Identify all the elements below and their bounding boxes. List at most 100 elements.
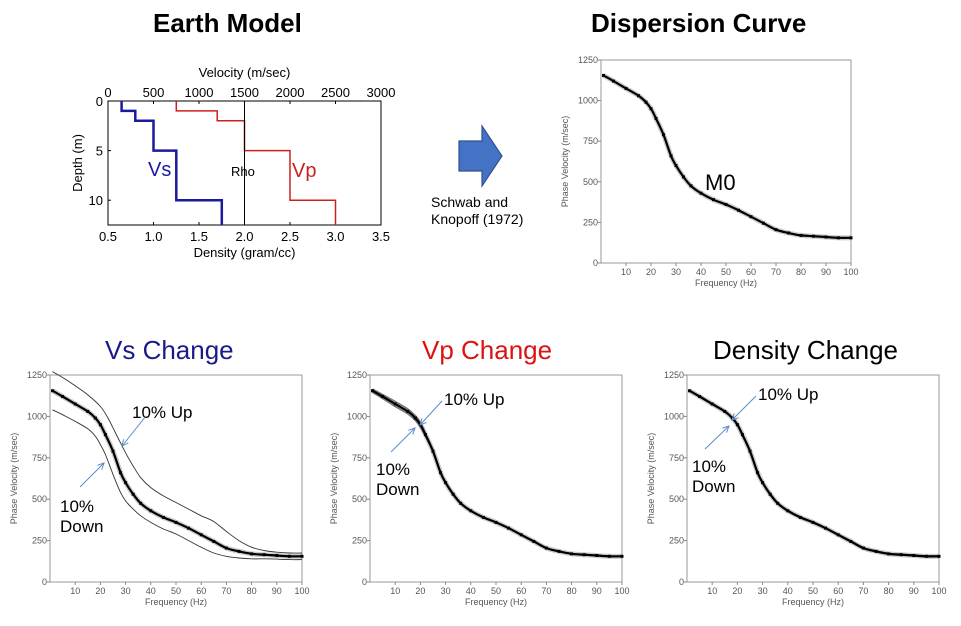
vp-change-chart: 10 20 30 40 50 60 70 80 90 100 Frequency (Hz) 0 250 5…: [329, 370, 630, 607]
x-tick-label: 50: [721, 267, 731, 277]
series-vs-line: [120, 101, 224, 225]
vp-series-label: Vp: [292, 160, 316, 182]
data-point: [749, 215, 753, 219]
y-tick-label: 500: [352, 494, 367, 504]
data-point: [51, 389, 55, 393]
x-tick-label: 10: [621, 267, 631, 277]
up-pointer-line: [419, 400, 443, 426]
data-point: [787, 231, 790, 235]
data-point: [161, 515, 165, 519]
y-tick-label: 1000: [578, 96, 598, 106]
x-tick-label: 80: [247, 586, 257, 596]
velocity-tick-label: 2000: [276, 85, 305, 100]
y-tick-label: 750: [669, 453, 684, 463]
data-point: [111, 449, 115, 453]
y-tick-label: 250: [583, 217, 598, 227]
data-point: [748, 449, 752, 453]
x-tick-label: 60: [196, 586, 206, 596]
y-tick-label: 1000: [27, 411, 47, 421]
x-tick-label: 90: [592, 586, 602, 596]
data-point: [93, 416, 97, 420]
data-point: [570, 552, 574, 556]
density-tick-label: 0.5: [99, 229, 117, 244]
down-label-line2: Down: [60, 517, 103, 536]
data-point: [786, 509, 790, 513]
data-point: [469, 509, 473, 513]
x-tick-label: 60: [746, 267, 756, 277]
earth-model-chart: 0 500 1000 1500 2000 2500 3000 Velocity (m/sec)…: [70, 65, 395, 260]
data-point: [689, 184, 693, 188]
data-point: [250, 552, 254, 556]
data-point: [582, 553, 586, 557]
data-point: [649, 107, 653, 111]
data-point: [669, 154, 673, 158]
down-arrow-icon: [722, 425, 730, 433]
x-tick-label: 100: [843, 267, 858, 277]
data-point: [73, 402, 77, 406]
data-point: [237, 549, 241, 553]
x-tick-label: 40: [466, 586, 476, 596]
x-tick-label: 20: [95, 586, 105, 596]
x-tick-label: 30: [671, 267, 681, 277]
depth-tick-label: 0: [96, 94, 103, 109]
data-point: [849, 236, 853, 240]
x-tick-label: 30: [758, 586, 768, 596]
data-point: [444, 481, 448, 485]
data-point: [557, 549, 561, 553]
x-tick-label: 70: [221, 586, 231, 596]
y-tick-label: 250: [32, 536, 47, 546]
data-point: [139, 501, 143, 505]
data-point: [740, 433, 744, 437]
series-10-up-line: [52, 371, 303, 554]
data-point: [224, 546, 228, 550]
y-tick-label: 750: [583, 136, 598, 146]
data-point: [768, 492, 772, 496]
x-tick-label: 20: [732, 586, 742, 596]
up-arrow-icon: [121, 439, 129, 447]
x-tick-label: 40: [696, 267, 706, 277]
depth-axis-label: Depth (m): [70, 134, 85, 192]
data-point: [710, 402, 714, 406]
data-point: [406, 409, 410, 413]
vp-change-title: Vp Change: [422, 335, 553, 365]
y-tick-label: 750: [32, 453, 47, 463]
data-point: [624, 86, 628, 90]
data-point: [124, 481, 128, 485]
x-tick-label: 40: [783, 586, 793, 596]
vs-change-title: Vs Change: [105, 335, 234, 365]
x-tick-label: 80: [884, 586, 894, 596]
data-point: [423, 433, 427, 437]
x-axis-label: Frequency (Hz): [145, 597, 207, 607]
m0-label: M0: [705, 170, 736, 195]
vs-series-label: Vs: [148, 159, 171, 181]
x-tick-label: 60: [833, 586, 843, 596]
data-point: [199, 533, 203, 537]
x-axis-label: Frequency (Hz): [695, 278, 757, 288]
data-point: [836, 533, 840, 537]
up-label: 10% Up: [132, 403, 192, 422]
data-point: [212, 539, 216, 543]
data-point: [774, 228, 778, 232]
x-tick-label: 50: [491, 586, 501, 596]
up-arrow-icon: [731, 413, 739, 421]
x-tick-label: 40: [146, 586, 156, 596]
data-point: [756, 471, 760, 475]
density-tick-label: 3.5: [372, 229, 390, 244]
data-point: [723, 409, 727, 413]
y-tick-label: 500: [32, 494, 47, 504]
data-point: [924, 554, 928, 558]
velocity-tick-label: 500: [143, 85, 165, 100]
x-axis-label: Frequency (Hz): [465, 597, 527, 607]
data-point: [119, 471, 123, 475]
data-point: [607, 554, 611, 558]
y-axis-label: Phase Velocity (m/sec): [9, 433, 19, 525]
x-tick-label: 90: [821, 267, 831, 277]
velocity-axis-label: Velocity (m/sec): [199, 65, 291, 80]
x-tick-label: 20: [415, 586, 425, 596]
data-point: [798, 515, 802, 519]
data-point: [149, 509, 153, 513]
data-point: [131, 492, 135, 496]
up-pointer-line: [121, 415, 147, 447]
y-tick-label: 0: [593, 258, 598, 268]
velocity-tick-label: 1000: [185, 85, 214, 100]
